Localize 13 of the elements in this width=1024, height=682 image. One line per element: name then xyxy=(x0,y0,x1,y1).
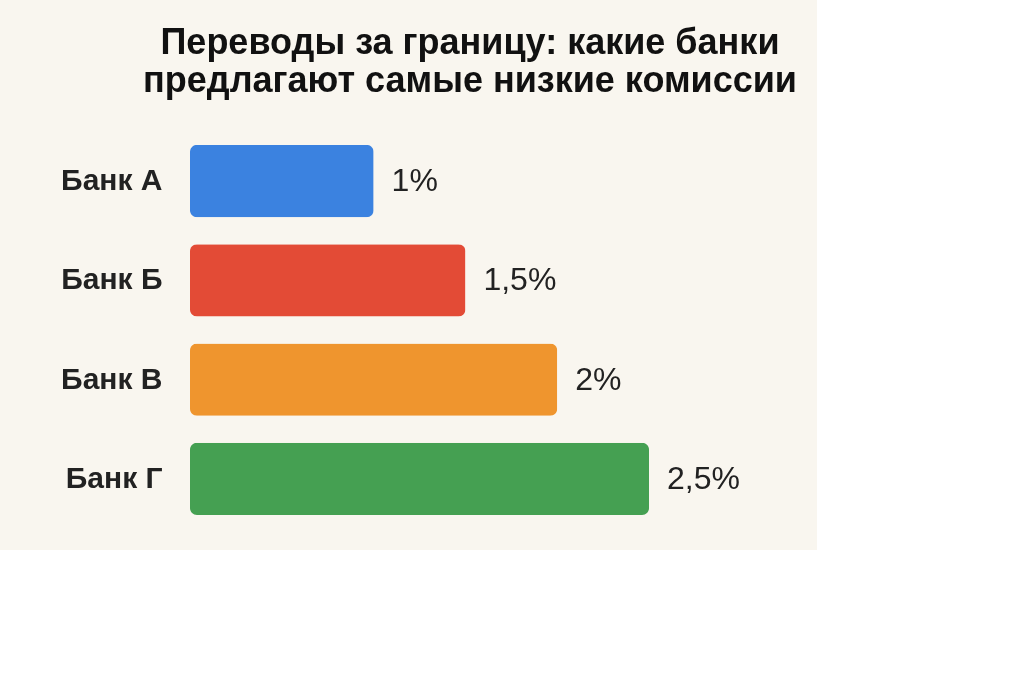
bar xyxy=(190,244,466,317)
bar xyxy=(190,343,558,416)
data-label: 1,5% xyxy=(483,261,557,298)
data-label: 2,5% xyxy=(667,459,740,496)
bar xyxy=(190,144,374,218)
y-tick-label: Банк Г xyxy=(65,460,163,494)
y-tick-label: Банк Б xyxy=(61,262,163,296)
y-tick-label: Банк А xyxy=(61,163,163,197)
text: Переводы за границу: какие банки xyxy=(160,21,780,62)
data-label: 2% xyxy=(575,360,622,397)
bar xyxy=(190,442,650,516)
y-tick-label: Банк В xyxy=(61,361,163,395)
data-label: 1% xyxy=(391,162,438,199)
